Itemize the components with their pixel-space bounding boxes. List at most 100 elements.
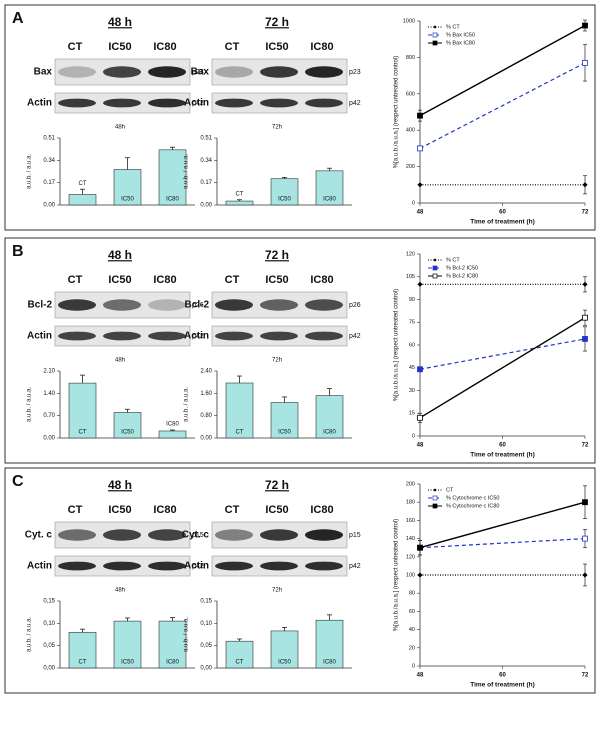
blot-band (103, 561, 141, 571)
time-header: 72 h (265, 478, 289, 492)
y-axis-label: %[a.u.b./a.u.a.] (respect untreated cont… (394, 519, 400, 631)
blot-band (148, 561, 186, 571)
y-tick-label: 0 (412, 663, 415, 669)
x-tick-label: 60 (499, 443, 506, 449)
legend-label: % Bcl-2 IC80 (446, 273, 478, 279)
lane-label: IC80 (310, 41, 333, 53)
bar (113, 412, 142, 439)
y-tick-label: 120 (406, 251, 415, 257)
blot-band (215, 561, 253, 571)
legend-marker (433, 488, 437, 492)
lane-label: IC80 (153, 274, 176, 286)
y-tick-label: 0,15 (200, 599, 212, 605)
legend-label: % Bcl-2 IC50 (446, 265, 478, 271)
blot-band (58, 331, 96, 341)
x-axis-label: Time of treatment (h) (470, 682, 535, 689)
protein-label: Actin (184, 98, 209, 109)
chart-caption: 48h (115, 125, 125, 131)
point (582, 281, 588, 287)
chart-caption: 72h (272, 125, 282, 131)
y-tick-label: 0.51 (43, 136, 55, 142)
y-tick-label: 90 (409, 297, 415, 303)
blot-band (260, 66, 298, 78)
lane-label: IC50 (265, 41, 288, 53)
size-label: p42 (349, 563, 361, 570)
blot-band (58, 98, 96, 108)
panel-letter: B (12, 243, 24, 260)
legend-label: CT (446, 487, 454, 493)
time-header: 72 h (265, 15, 289, 29)
lane-label: CT (68, 274, 83, 286)
blot-band (103, 98, 141, 108)
bar-category-label: IC80 (166, 422, 179, 428)
x-tick-label: 60 (499, 210, 506, 216)
y-tick-label: 0,05 (200, 643, 212, 649)
blot-band (103, 66, 141, 78)
legend-marker (432, 40, 438, 46)
legend-label: % Cytochrome c IC80 (446, 503, 500, 509)
y-tick-label: 45 (409, 365, 415, 371)
blot-band (305, 66, 343, 78)
point (582, 182, 588, 188)
blot-band (103, 299, 141, 311)
y-tick-label: 0.80 (200, 413, 212, 419)
size-label: p42 (192, 100, 204, 107)
series-line (419, 24, 586, 117)
point (582, 535, 588, 542)
protein-label: Actin (27, 98, 52, 109)
bar-category-label: CT (79, 430, 87, 436)
y-tick-label: 0,10 (43, 621, 55, 627)
y-tick-label: 160 (406, 518, 415, 524)
x-tick-label: 48 (417, 443, 424, 449)
legend-marker (433, 258, 437, 262)
y-tick-label: 2.40 (200, 369, 212, 375)
chart-caption: 48h (115, 358, 125, 364)
y-tick-label: 80 (409, 591, 415, 597)
x-tick-label: 60 (499, 673, 506, 679)
point (582, 336, 588, 342)
protein-label: Actin (27, 331, 52, 342)
lane-label: IC50 (108, 274, 131, 286)
protein-label: Bcl-2 (28, 300, 53, 311)
x-axis-label: Time of treatment (h) (470, 452, 535, 459)
y-tick-label: 1.40 (43, 391, 55, 397)
point (417, 544, 423, 551)
lane-label: CT (225, 504, 240, 516)
bar-category-label: IC80 (166, 660, 179, 666)
y-tick-label: 120 (406, 554, 415, 560)
y-tick-label: 200 (406, 164, 415, 170)
lane-label: IC80 (310, 274, 333, 286)
y-tick-label: 0 (412, 433, 415, 439)
legend-marker (432, 32, 438, 38)
y-tick-label: 0.51 (200, 136, 212, 142)
point (417, 414, 423, 421)
point (417, 572, 423, 578)
y-axis-label: a.u.b. / a.u.a. (27, 387, 33, 422)
blot-band (215, 299, 253, 311)
y-axis-label: a.u.b. / a.u.a. (184, 387, 190, 422)
size-label: p42 (192, 333, 204, 340)
size-label: p15 (349, 532, 361, 539)
point (582, 572, 588, 578)
y-axis-label: a.u.b. / a.u.a. (184, 154, 190, 189)
bar-category-label: IC50 (121, 197, 134, 203)
bar-category-label: CT (79, 660, 87, 666)
legend-label: % CT (446, 24, 460, 30)
bar-category-label: IC50 (278, 197, 291, 203)
legend-marker (432, 273, 438, 279)
chart-caption: 48h (115, 588, 125, 594)
y-tick-label: 60 (409, 342, 415, 348)
time-header: 48 h (108, 15, 132, 29)
blot-band (215, 331, 253, 341)
bar (68, 194, 97, 206)
blot-band (58, 66, 96, 78)
size-label: p42 (349, 333, 361, 340)
time-header: 48 h (108, 248, 132, 262)
point (417, 112, 423, 119)
legend-marker (432, 495, 438, 501)
y-tick-label: 100 (406, 572, 415, 578)
legend-label: % Bax IC80 (446, 40, 475, 46)
series-line (419, 501, 586, 549)
